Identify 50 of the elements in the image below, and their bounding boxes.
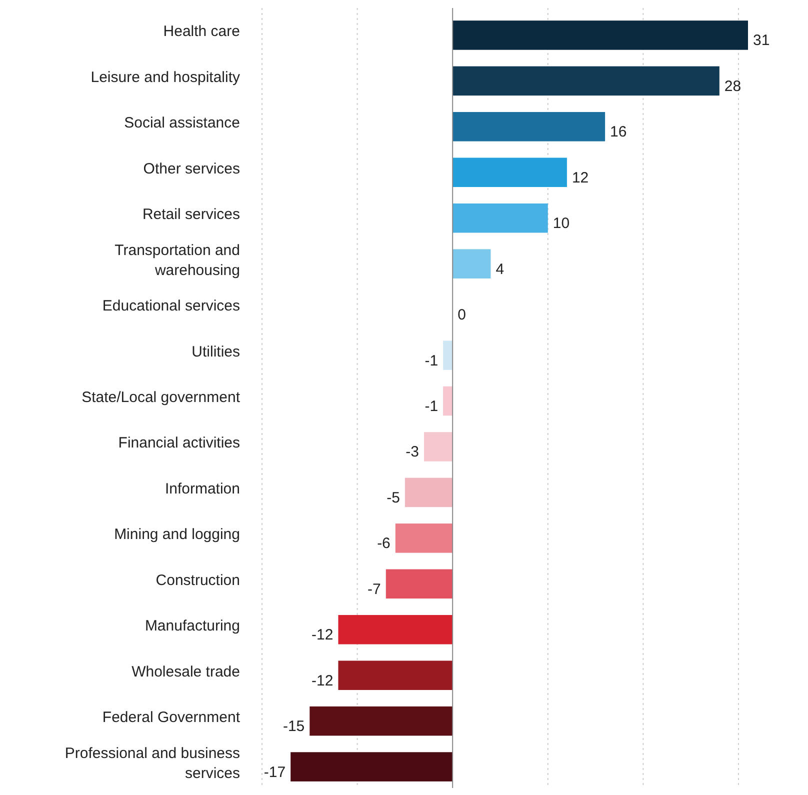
data-label: 28 bbox=[724, 78, 742, 95]
y-tick-label: Other services bbox=[143, 160, 240, 178]
y-tick-label: Transportation and warehousing bbox=[114, 242, 240, 279]
bar bbox=[310, 706, 453, 736]
y-tick-label: Manufacturing bbox=[144, 618, 240, 635]
data-label: 10 bbox=[552, 215, 570, 232]
y-tick-label: Information bbox=[164, 480, 240, 498]
data-label: -12 bbox=[312, 672, 334, 690]
y-tick-label: Utilities bbox=[192, 343, 240, 360]
bar bbox=[290, 752, 453, 782]
bar bbox=[424, 432, 453, 462]
bar bbox=[338, 660, 453, 690]
bar bbox=[443, 340, 453, 370]
bar bbox=[452, 203, 548, 233]
y-tick-label: Educational services bbox=[102, 298, 240, 315]
bar bbox=[452, 20, 748, 50]
y-tick-label: Leisure and hospitality bbox=[90, 68, 240, 86]
data-label: 31 bbox=[753, 32, 770, 50]
y-tick-label: Wholesale trade bbox=[132, 663, 240, 680]
y-tick-label: State/Local government bbox=[82, 389, 241, 406]
data-label: -1 bbox=[424, 352, 438, 370]
data-label: 16 bbox=[610, 124, 627, 141]
y-tick-label: Mining and logging bbox=[114, 526, 240, 544]
data-label: -3 bbox=[406, 444, 419, 461]
bar bbox=[452, 249, 491, 278]
data-label: -1 bbox=[424, 398, 438, 415]
bar bbox=[386, 569, 453, 599]
bar bbox=[443, 386, 453, 416]
y-tick-label: Financial activities bbox=[118, 434, 240, 452]
data-label: 0 bbox=[458, 306, 466, 324]
data-label: -7 bbox=[368, 580, 381, 598]
y-tick-label: Retail services bbox=[142, 206, 240, 224]
bar bbox=[404, 478, 453, 508]
data-label: -6 bbox=[377, 535, 390, 552]
data-label: -15 bbox=[282, 718, 305, 736]
bar bbox=[338, 614, 453, 644]
data-label: -12 bbox=[312, 626, 334, 644]
y-tick-label: Social assistance bbox=[124, 114, 240, 132]
data-label: 4 bbox=[496, 260, 504, 278]
bar bbox=[452, 158, 567, 188]
y-tick-label: Health care bbox=[163, 23, 240, 40]
data-label: 12 bbox=[572, 169, 589, 186]
y-tick-label: Construction bbox=[156, 572, 240, 589]
data-label: -17 bbox=[264, 764, 286, 781]
bar bbox=[452, 112, 606, 142]
bar bbox=[395, 524, 453, 553]
y-tick-label: Federal Government bbox=[102, 709, 241, 726]
y-tick-label: Professional and business services bbox=[64, 744, 240, 782]
bar bbox=[452, 66, 720, 96]
data-label: -5 bbox=[386, 489, 400, 506]
